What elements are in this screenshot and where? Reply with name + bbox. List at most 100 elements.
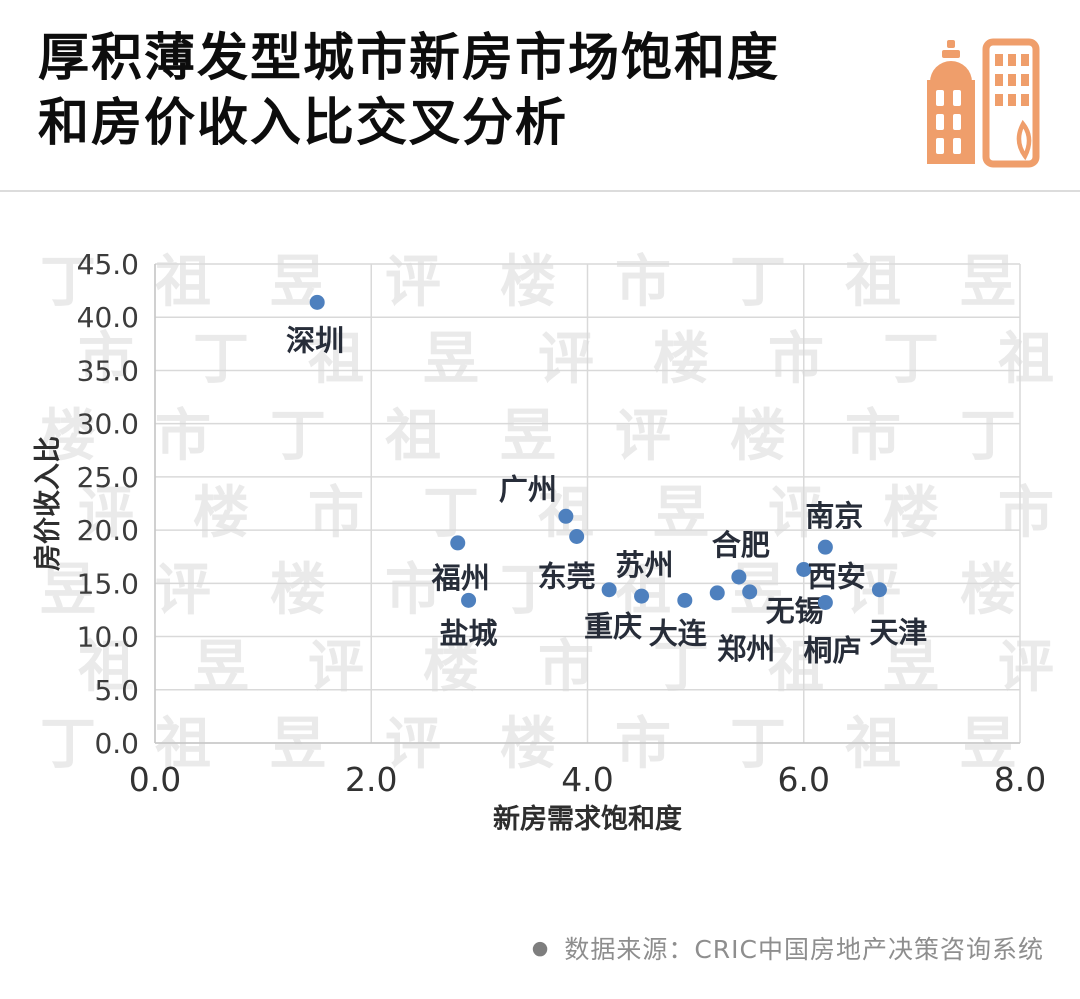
data-point [709,585,725,601]
watermark-char: 昱 [193,635,249,700]
city-label: 南京 [805,499,863,533]
page-title: 厚积薄发型城市新房市场饱和度 和房价收入比交叉分析 [38,26,780,156]
data-point [569,528,585,544]
y-tick-label: 0.0 [94,727,139,760]
data-source-text: 数据来源：CRIC中国房地产决策咨询系统 [564,935,1044,964]
watermark-char: 丁 [193,327,249,392]
city-label: 郑州 [717,632,775,666]
city-label: 广州 [499,472,557,506]
buildings-icon-svg [927,38,1040,168]
watermark-char: 丁 [423,481,479,546]
y-tick-label: 5.0 [94,674,139,707]
data-point [796,561,812,577]
watermark-char: 市 [998,481,1054,546]
watermark-char: 评 [308,635,364,700]
x-axis-title: 新房需求饱和度 [493,803,682,835]
x-tick-label: 8.0 [994,760,1046,799]
watermark-char: 丁 [653,635,709,700]
data-point [558,508,574,524]
data-point [817,594,833,610]
data-point [817,539,833,555]
watermark-char: 丁 [40,250,96,315]
city-label: 重庆 [584,610,642,644]
watermark-char: 市 [78,327,134,392]
city-label: 深圳 [286,323,344,357]
watermark-char: 评 [78,481,134,546]
watermark-char: 评 [538,327,594,392]
scatter-chart: 0.0 5.0 10.0 15.0 20.0 25.0 30.0 35.0 40.0 45.0 0.… [0,230,1080,880]
y-tick-label: 35.0 [77,354,139,387]
watermark-char: 祖 [385,404,441,469]
watermark-char: 楼 [730,404,786,469]
watermark-char: 评 [768,481,824,546]
watermark-char: 昱 [40,558,96,623]
data-point [461,592,477,608]
y-tick-label: 25.0 [77,461,139,494]
plot-area: 0.0 5.0 10.0 15.0 20.0 25.0 30.0 35.0 40.0 45.0 0.… [33,248,1046,835]
y-tick-label: 30.0 [77,408,139,441]
watermark-char: 昱 [270,712,326,777]
y-axis-title: 房价收入比 [33,436,64,571]
bullet-icon: ● [531,936,549,959]
watermark-char: 祖 [78,635,134,700]
watermark-char: 评 [998,635,1054,700]
watermark-char: 楼 [653,327,709,392]
watermark-char: 楼 [423,635,479,700]
city-label: 盐城 [440,616,498,650]
data-source: ● 数据来源：CRIC中国房地产决策咨询系统 [532,930,1044,966]
city-label: 苏州 [616,548,674,582]
watermark-char: 评 [385,712,441,777]
y-tick-label: 45.0 [77,248,139,281]
watermark-char: 市 [768,327,824,392]
data-point [742,584,758,600]
watermark-char: 昱 [423,327,479,392]
x-tick-label: 2.0 [345,760,397,799]
watermark-char: 评 [155,558,211,623]
city-label: 无锡 [766,594,824,628]
watermark-char: 祖 [308,327,364,392]
watermark-char: 楼 [883,481,939,546]
watermark-char: 楼 [270,558,326,623]
city-label: 福州 [431,561,490,595]
x-tick-label: 4.0 [561,760,613,799]
watermark-char: 丁 [730,712,786,777]
watermark-char: 楼 [40,404,96,469]
page-title-line2: 和房价收入比交叉分析 [38,94,569,153]
buildings-icon [922,28,1044,168]
city-label: 大连 [649,616,708,650]
data-point [450,535,466,551]
city-label: 桐庐 [803,633,861,667]
city-label: 西安 [808,559,866,593]
watermark-char: 丁 [40,712,96,777]
watermark-char: 市 [538,635,594,700]
y-tick-label: 20.0 [77,514,139,547]
watermark-char: 丁 [270,404,326,469]
watermark-char: 市 [155,404,211,469]
data-point [309,294,325,310]
data-point [601,582,617,598]
watermark-char: 市 [308,481,364,546]
page-title-line1: 厚积薄发型城市新房市场饱和度 [38,29,781,88]
watermark-char: 丁 [500,558,556,623]
x-tick-label: 0.0 [129,760,181,799]
watermark-char: 昱 [960,712,1016,777]
y-tick-label: 10.0 [77,621,139,654]
y-tick-label: 15.0 [77,567,139,600]
watermark-char: 祖 [845,712,901,777]
watermark-char: 楼 [193,481,249,546]
watermark-char: 丁 [960,404,1016,469]
x-tick-label: 6.0 [778,760,830,799]
city-label: 合肥 [712,528,770,562]
city-label: 天津 [869,616,927,650]
y-tick-label: 40.0 [77,301,139,334]
header-divider [0,190,1080,192]
city-label: 东莞 [538,559,596,593]
watermark-char: 市 [615,712,671,777]
watermark-char: 昱 [500,404,556,469]
watermark-char: 祖 [998,327,1054,392]
watermark-char: 祖 [155,712,211,777]
data-point [677,592,693,608]
data-point [871,582,887,598]
